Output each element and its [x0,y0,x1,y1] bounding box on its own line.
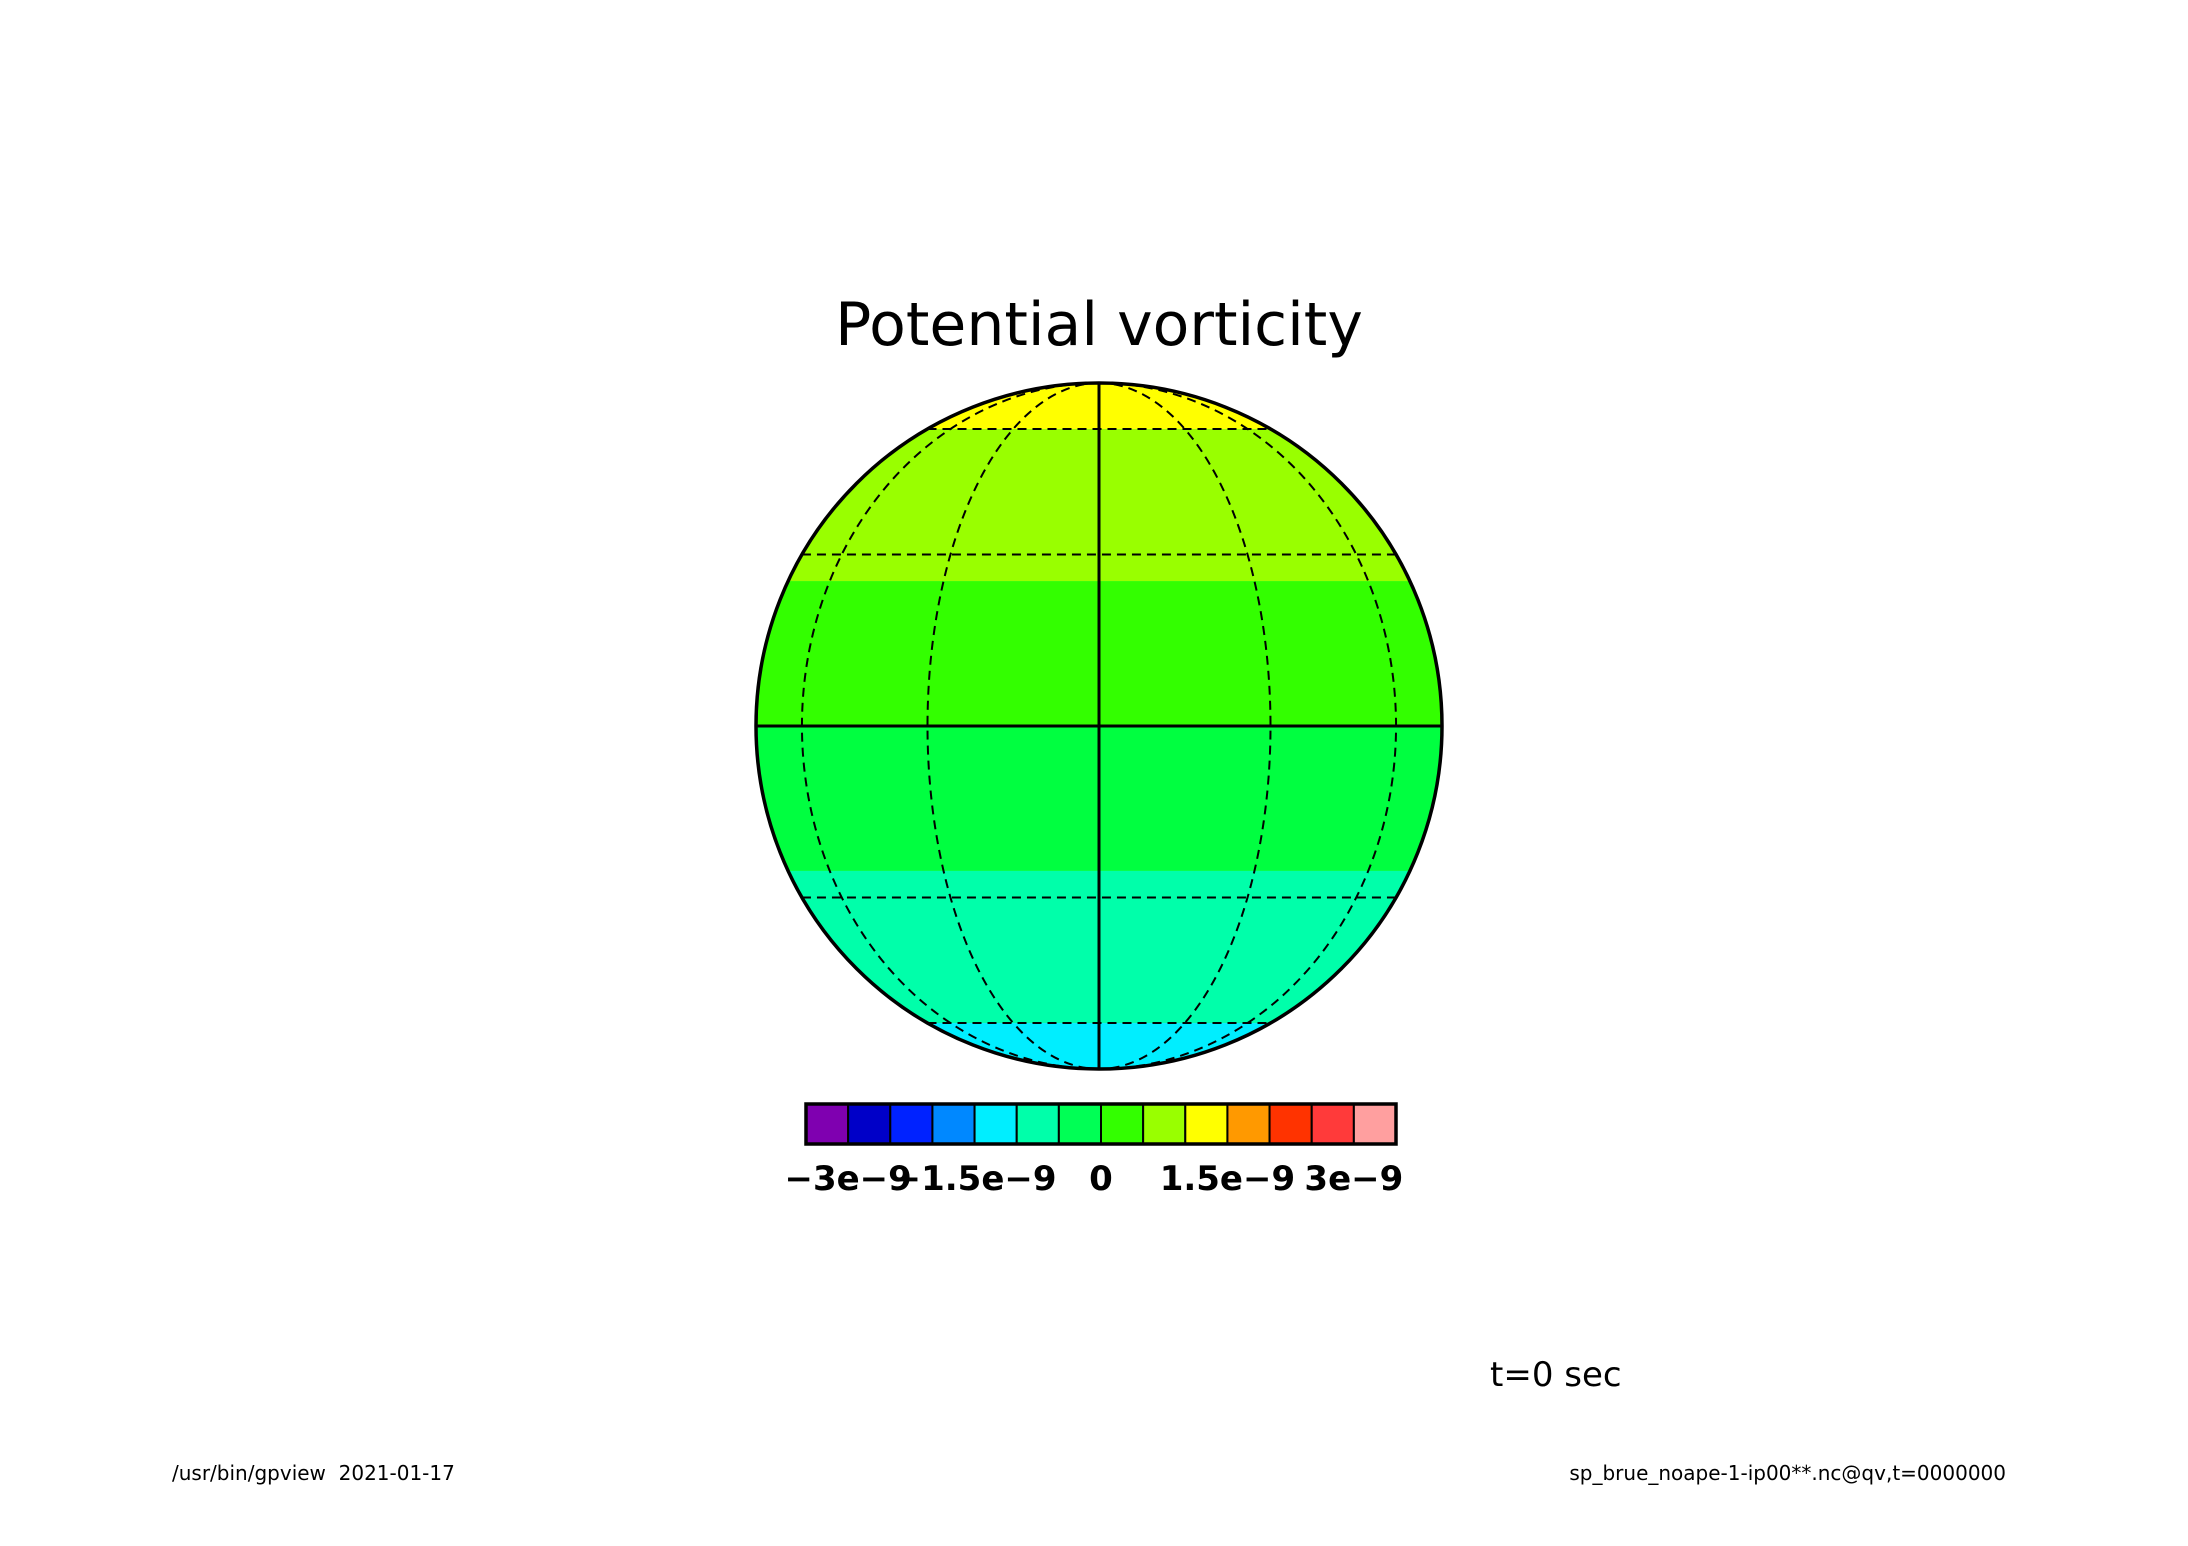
time-label: t=0 sec [1490,1355,1622,1395]
colorbar-swatch [1057,1103,1103,1145]
globe-map [754,381,1444,1071]
colorbar-swatch [931,1103,976,1145]
colorbar-swatch [1142,1103,1187,1145]
colorbar-frame [804,1102,1398,1146]
colorbar-swatch [1184,1103,1229,1145]
colorbar-swatch [847,1103,892,1145]
colorbar-tick-label: 1.5e−9 [1160,1159,1295,1199]
meridian-line [926,383,1100,1069]
colorbar-tick-label: −3e−9 [784,1159,911,1199]
colorbar-swatch [1015,1103,1060,1145]
colorbar-tick-label: 3e−9 [1304,1159,1403,1199]
colorbar-swatch [1268,1103,1313,1145]
colorbar-swatch [1352,1103,1398,1145]
colorbar-swatch [1310,1103,1355,1145]
footer-left: /usr/bin/gpview 2021-01-17 [172,1461,455,1485]
colorbar-tick-label: −1.5e−9 [893,1159,1057,1199]
colorbar-swatch [805,1103,850,1145]
meridian-line [1098,383,1272,1069]
footer-right: sp_brue_noape-1-ip00**.nc@qv,t=0000000 [1569,1461,2006,1485]
colorbar-swatch [973,1103,1018,1145]
colorbar: −3e−9−1.5e−9 0 1.5e−9 3e−9 [784,1102,1403,1199]
globe-outline [754,381,1444,1071]
colorbar-swatch [889,1103,934,1145]
colorbar-swatch [1226,1103,1271,1145]
colorbar-tick-label: 0 [1089,1159,1113,1199]
colorbar-swatch [1100,1103,1145,1145]
plot-title: Potential vorticity [835,290,1363,360]
